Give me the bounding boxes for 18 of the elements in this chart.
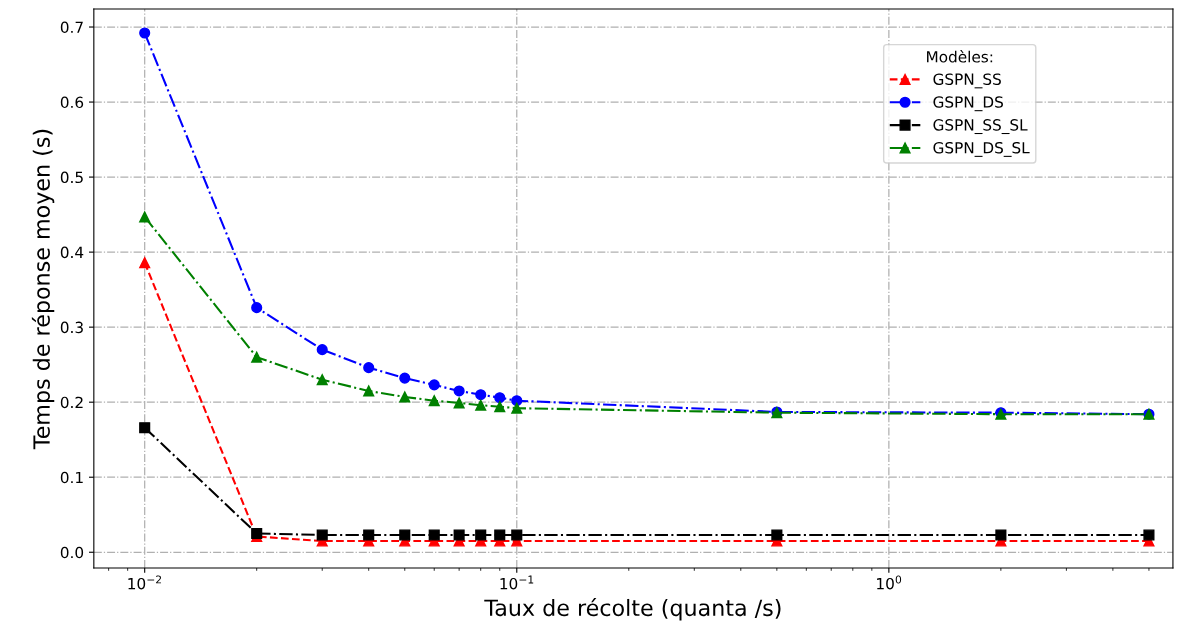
y-tick-label: 0.1 [60, 471, 83, 484]
legend-label: GSPN_DS [933, 96, 1003, 112]
y-tick-label: 0.4 [60, 246, 84, 259]
y-tick-label: 0.0 [60, 546, 84, 559]
legend-title: Modèles: [927, 50, 993, 63]
legend-label: GSPN_DS_SL [933, 141, 1030, 157]
y-axis-title: Temps de réponse moyen (s) [31, 129, 55, 450]
x-tick-label: 10$^{−1}$ [500, 575, 534, 590]
legend-label: GSPN_SS [933, 73, 1001, 89]
y-tick-label: 0.2 [60, 396, 83, 409]
x-tick-label: 10$^{0}$ [877, 575, 902, 590]
x-axis-title: Taux de récolte (quanta /s) [484, 598, 781, 621]
y-tick-label: 0.3 [60, 321, 83, 334]
legend-label: GSPN_SS_SL [933, 119, 1028, 135]
y-tick-label: 0.6 [60, 96, 84, 109]
y-tick-label: 0.7 [60, 21, 83, 34]
y-tick-label: 0.5 [60, 171, 83, 184]
x-tick-label: 10$^{−2}$ [128, 575, 162, 590]
